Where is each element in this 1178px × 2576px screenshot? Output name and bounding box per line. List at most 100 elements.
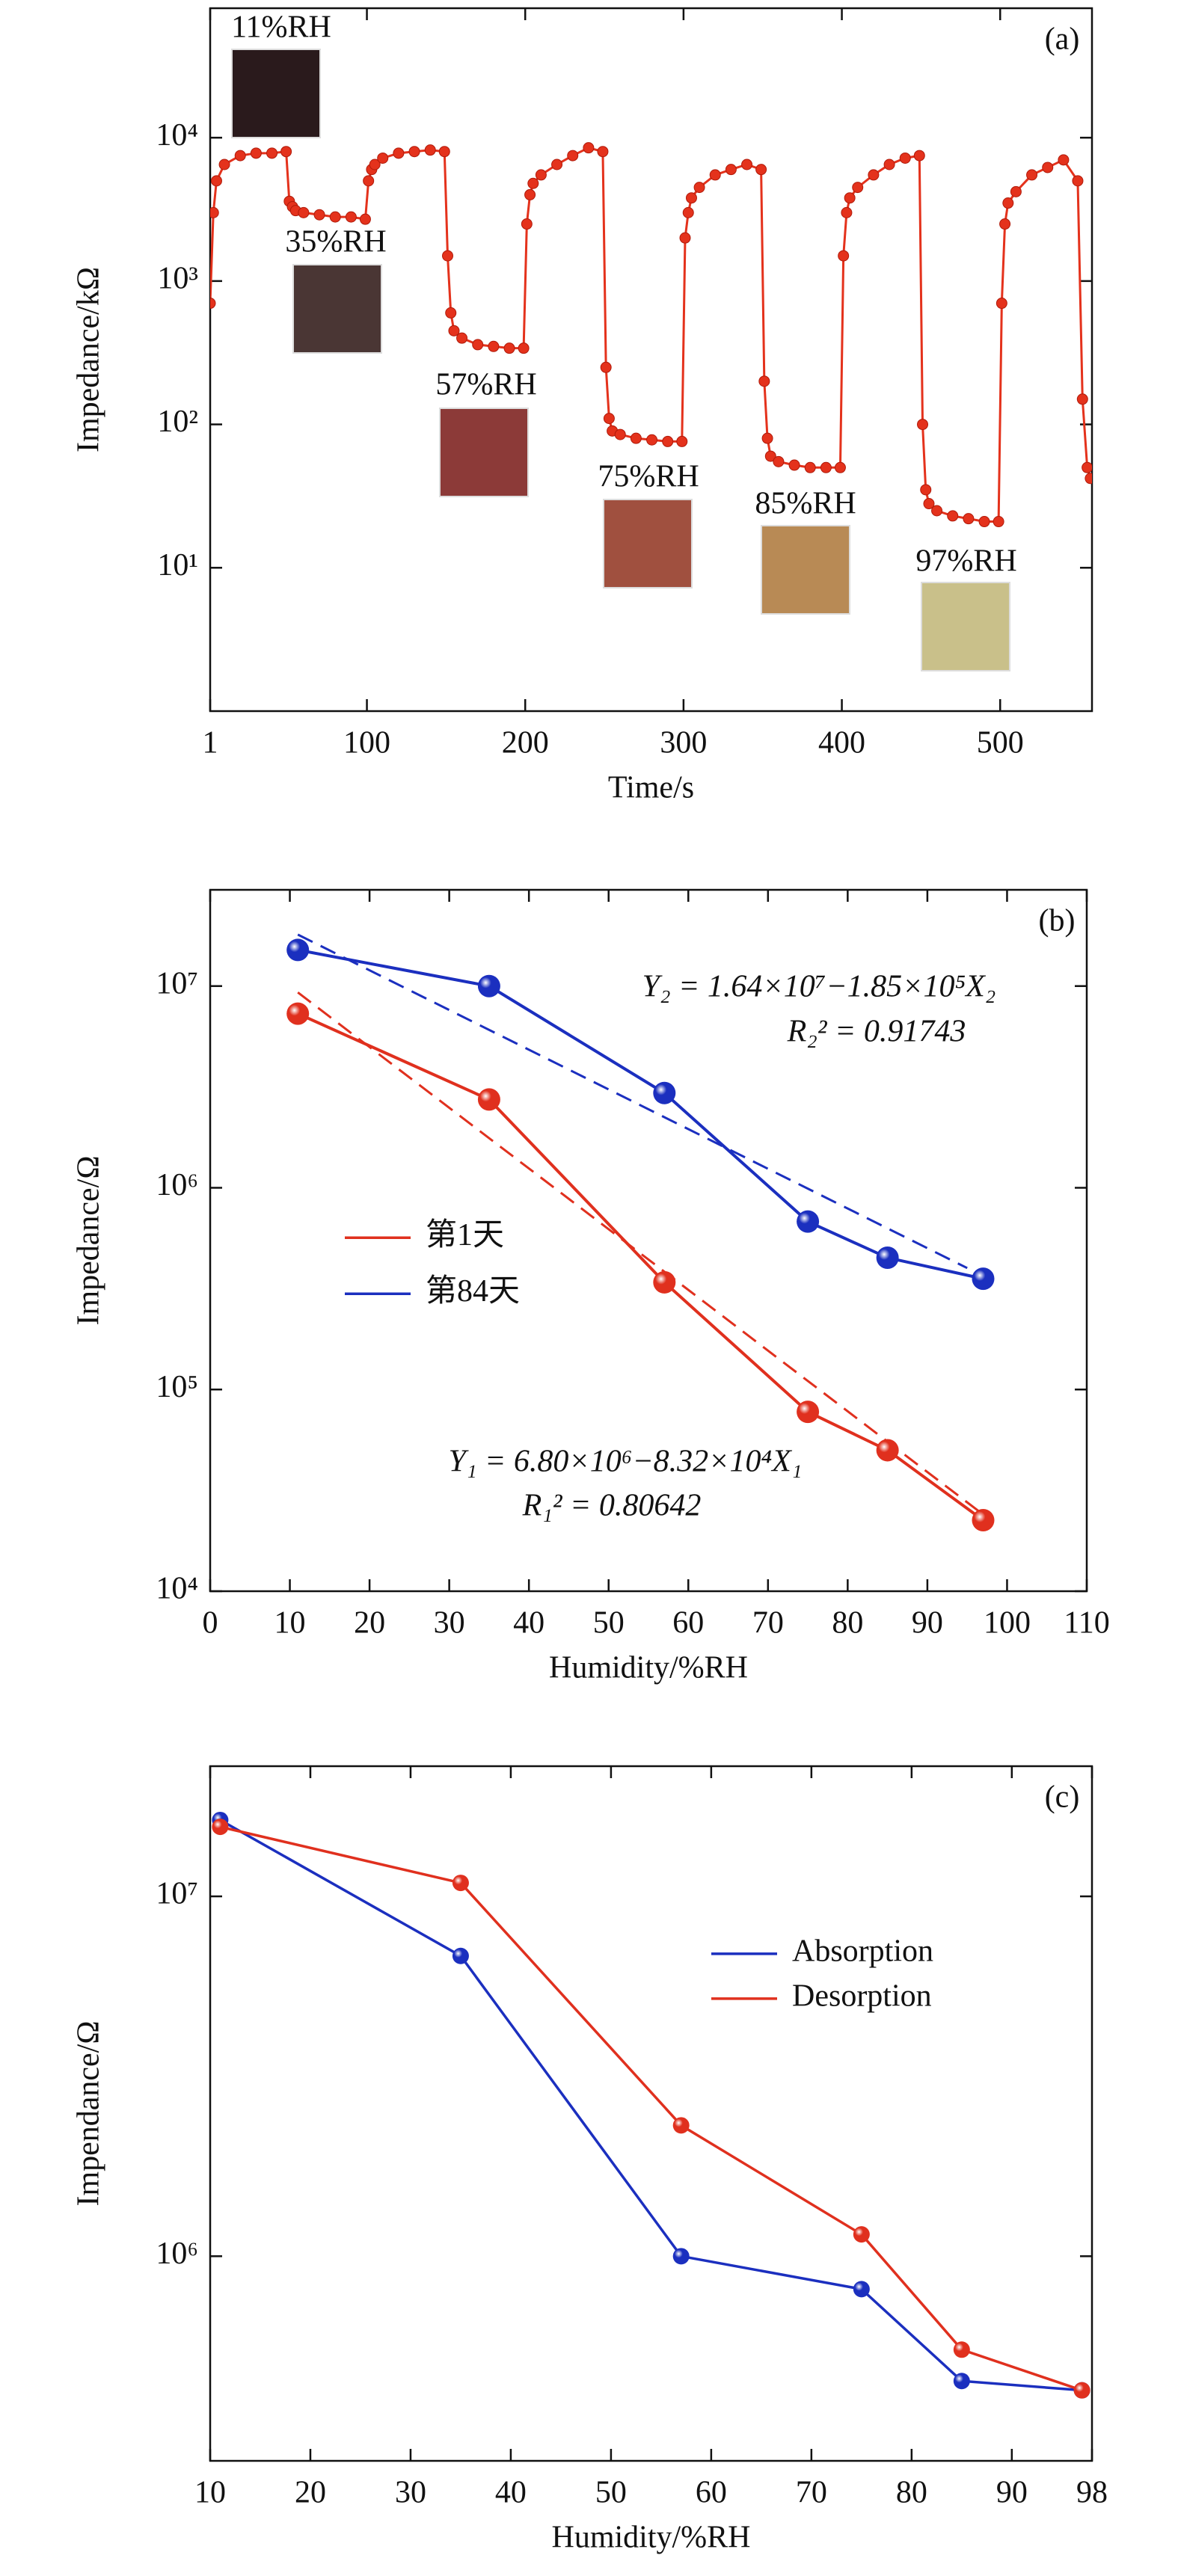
data-point — [841, 206, 853, 218]
data-point — [1026, 169, 1038, 181]
x-tick-label: 200 — [502, 726, 549, 760]
data-point — [978, 516, 990, 528]
data-point — [788, 459, 800, 471]
x-tick-label: 40 — [495, 2476, 527, 2510]
y-tick-label: 10⁶ — [156, 2237, 198, 2271]
plot-frame — [209, 888, 1088, 1593]
annotation: 85%RH — [755, 487, 856, 521]
data-point — [685, 192, 697, 204]
data-point — [931, 505, 943, 517]
data-point — [503, 342, 515, 354]
data-point — [250, 147, 262, 159]
plot-frame — [209, 7, 1093, 713]
data-point — [953, 2373, 970, 2390]
data-point — [551, 159, 563, 170]
data-point — [524, 188, 536, 200]
panel-label: (a) — [1045, 22, 1080, 57]
data-point — [424, 144, 436, 156]
equation: Y₂ = 1.64×10⁷−1.85×10⁵X₂ — [642, 970, 996, 1004]
data-point — [797, 1210, 820, 1233]
sample-photo — [761, 525, 850, 615]
data-point — [1082, 461, 1092, 473]
data-point — [603, 413, 615, 425]
y-tick-label: 10⁶ — [156, 1168, 198, 1202]
x-tick-label: 60 — [696, 2476, 727, 2510]
data-point — [838, 250, 850, 262]
legend-label: Absorption — [792, 1934, 933, 1968]
y-tick-label: 10⁴ — [156, 118, 198, 153]
data-point — [963, 513, 975, 525]
y-tick-label: 10⁷ — [156, 966, 198, 1000]
equation: R₁² = 0.80642 — [522, 1489, 702, 1523]
data-point — [212, 1819, 229, 1836]
x-tick-label: 70 — [752, 1606, 784, 1641]
data-point — [1072, 175, 1084, 187]
data-point — [535, 169, 547, 181]
data-point — [329, 211, 341, 223]
data-point — [1085, 473, 1092, 485]
x-tick-label: 300 — [660, 726, 707, 760]
data-point — [741, 159, 753, 170]
y-tick-label: 10¹ — [157, 548, 198, 582]
y-tick-label: 10⁷ — [156, 1877, 198, 1911]
plot-area — [212, 1811, 1090, 2399]
data-point — [653, 1081, 676, 1104]
legend-label: 第1天 — [426, 1218, 504, 1252]
y-tick-label: 10⁴ — [156, 1572, 198, 1606]
data-point — [359, 213, 371, 225]
fit-line — [297, 933, 968, 1270]
data-point — [488, 340, 500, 352]
data-point — [472, 339, 484, 351]
data-point — [408, 146, 420, 158]
data-point — [521, 218, 533, 230]
data-point — [597, 146, 609, 158]
legend-label: Desorption — [792, 1979, 932, 2013]
data-point — [853, 2226, 870, 2243]
annotation: 97%RH — [915, 544, 1016, 579]
x-tick-label: 30 — [395, 2476, 426, 2510]
x-axis-label: Humidity/%RH — [549, 1651, 748, 1685]
data-point — [600, 361, 612, 373]
plot-frame — [209, 1765, 1093, 2462]
data-point — [947, 510, 959, 522]
data-point — [313, 209, 325, 221]
data-point — [210, 206, 219, 218]
x-tick-label: 50 — [595, 2476, 627, 2510]
data-point — [583, 142, 595, 154]
series-line — [219, 1819, 1082, 2392]
data-point — [876, 1439, 899, 1462]
data-point — [693, 182, 705, 194]
data-point — [345, 211, 357, 223]
x-tick-label: 10 — [274, 1606, 306, 1641]
data-point — [653, 1270, 676, 1294]
data-point — [614, 428, 626, 440]
data-point — [518, 342, 530, 354]
x-tick-label: 90 — [912, 1606, 943, 1641]
data-point — [448, 325, 460, 336]
equation: R₂² = 0.91743 — [787, 1015, 966, 1049]
x-tick-label: 20 — [354, 1606, 385, 1641]
data-point — [920, 484, 932, 496]
plot-area — [286, 933, 995, 1531]
legend-label: 第84天 — [426, 1274, 520, 1309]
data-point — [286, 1002, 310, 1025]
y-axis-label: Impedance/kΩ — [72, 267, 106, 452]
data-point — [234, 150, 246, 162]
x-axis-label: Humidity/%RH — [551, 2521, 750, 2555]
data-point — [953, 2341, 970, 2358]
series-line — [297, 948, 984, 1281]
data-point — [393, 147, 405, 159]
data-point — [672, 2248, 690, 2265]
data-point — [923, 498, 935, 510]
data-point — [917, 419, 929, 431]
data-point — [676, 435, 688, 447]
x-tick-label: 50 — [593, 1606, 625, 1641]
data-point — [993, 516, 1004, 528]
data-point — [972, 1267, 995, 1291]
data-point — [363, 175, 375, 187]
x-tick-label: 500 — [977, 726, 1024, 760]
x-tick-label: 90 — [996, 2476, 1028, 2510]
data-point — [369, 159, 381, 170]
data-point — [972, 1508, 995, 1531]
data-point — [218, 159, 230, 170]
